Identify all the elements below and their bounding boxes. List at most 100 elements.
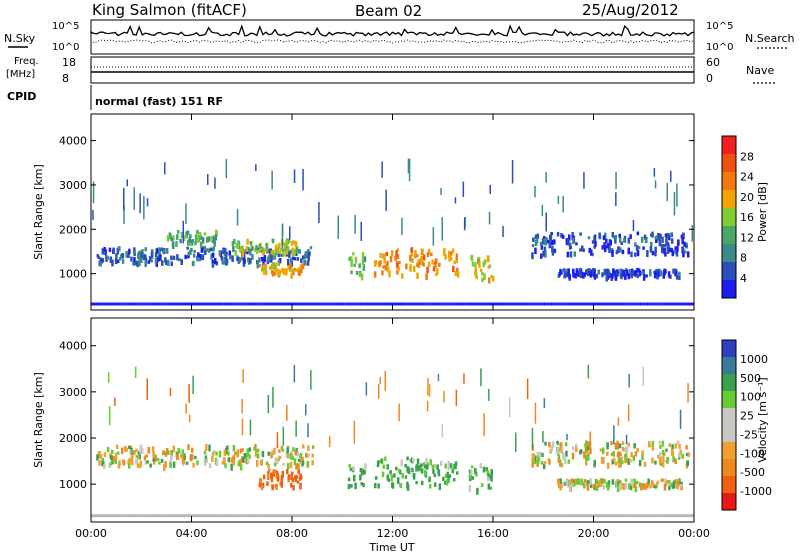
data-cell [691,514,694,518]
data-cell [358,272,362,277]
data-cell [181,233,184,237]
data-cell [490,475,493,482]
data-cell [594,240,597,247]
data-cell [473,514,477,518]
data-cell [383,302,387,306]
data-cell [483,259,487,265]
data-cell [245,452,248,460]
data-cell [167,259,170,267]
data-cell [649,272,652,277]
nsearch-tick-low: 10^0 [706,42,733,53]
data-cell [612,268,615,274]
data-cell [92,209,94,221]
data-cell [605,238,608,243]
data-cell [124,514,128,518]
data-cell [266,259,270,265]
data-cell [645,274,648,278]
data-cell [574,478,577,485]
data-cell [260,459,264,466]
data-cell [160,302,164,306]
data-cell [147,447,150,454]
data-cell [282,462,285,467]
data-cell [353,420,356,444]
data-cell [682,248,685,252]
data-cell [226,302,230,306]
data-cell [498,302,501,306]
data-cell [427,248,431,255]
data-cell [614,442,618,450]
data-cell [297,267,301,271]
data-cell [624,478,628,482]
data-cell [189,249,192,255]
data-cell [589,271,592,278]
data-cell [507,302,511,306]
data-cell [624,514,628,518]
data-cell [213,449,216,454]
data-cell [438,483,442,491]
data-cell [277,259,281,264]
data-cell [273,462,277,467]
data-cell [178,514,182,518]
data-cell [111,449,114,454]
data-cell [666,233,670,238]
data-cell [650,233,653,237]
data-cell [406,466,409,473]
data-cell [241,302,245,306]
data-cell [293,169,296,183]
data-cell [296,514,299,518]
data-cell [670,448,674,453]
data-cell [654,236,657,240]
data-cell [581,245,584,252]
data-cell [344,514,348,518]
data-cell [383,514,387,518]
data-cell [299,302,302,306]
data-cell [588,514,592,518]
data-cell [208,302,212,306]
data-cell [420,256,423,263]
data-cell [583,482,586,489]
data-cell [289,461,293,469]
data-cell [492,514,495,518]
data-cell [396,248,400,252]
data-cell [232,246,235,253]
data-cell [172,255,176,260]
data-cell [142,514,146,518]
data-cell [685,242,688,247]
data-cell [616,440,619,445]
data-cell [231,255,234,262]
data-cell [361,252,365,259]
data-cell [675,271,678,276]
data-cell [653,168,656,177]
data-cell [97,514,100,518]
data-cell [561,482,565,487]
data-cell [428,384,431,397]
data-cell [253,446,256,451]
data-cell [414,250,417,256]
data-cell [259,302,263,306]
data-cell [235,302,239,306]
data-cell [130,514,134,518]
data-cell [398,302,402,306]
data-cell [516,514,520,518]
data-cell [363,256,367,263]
data-cell [309,246,313,250]
data-cell [266,481,269,486]
data-cell [160,514,164,518]
data-cell [632,455,636,462]
data-cell [428,302,432,306]
data-cell [378,383,380,399]
data-cell [243,249,247,253]
data-cell [320,514,324,518]
data-cell [243,453,247,458]
data-cell [271,269,274,275]
data-cell [563,481,567,486]
data-cell [99,257,103,262]
data-cell [586,481,589,487]
ytick-label: 4000 [59,340,87,353]
data-cell [599,448,603,452]
data-cell [680,234,684,239]
data-cell [205,444,208,451]
data-cell [184,234,187,239]
data-cell [564,302,568,306]
data-cell [620,274,623,280]
